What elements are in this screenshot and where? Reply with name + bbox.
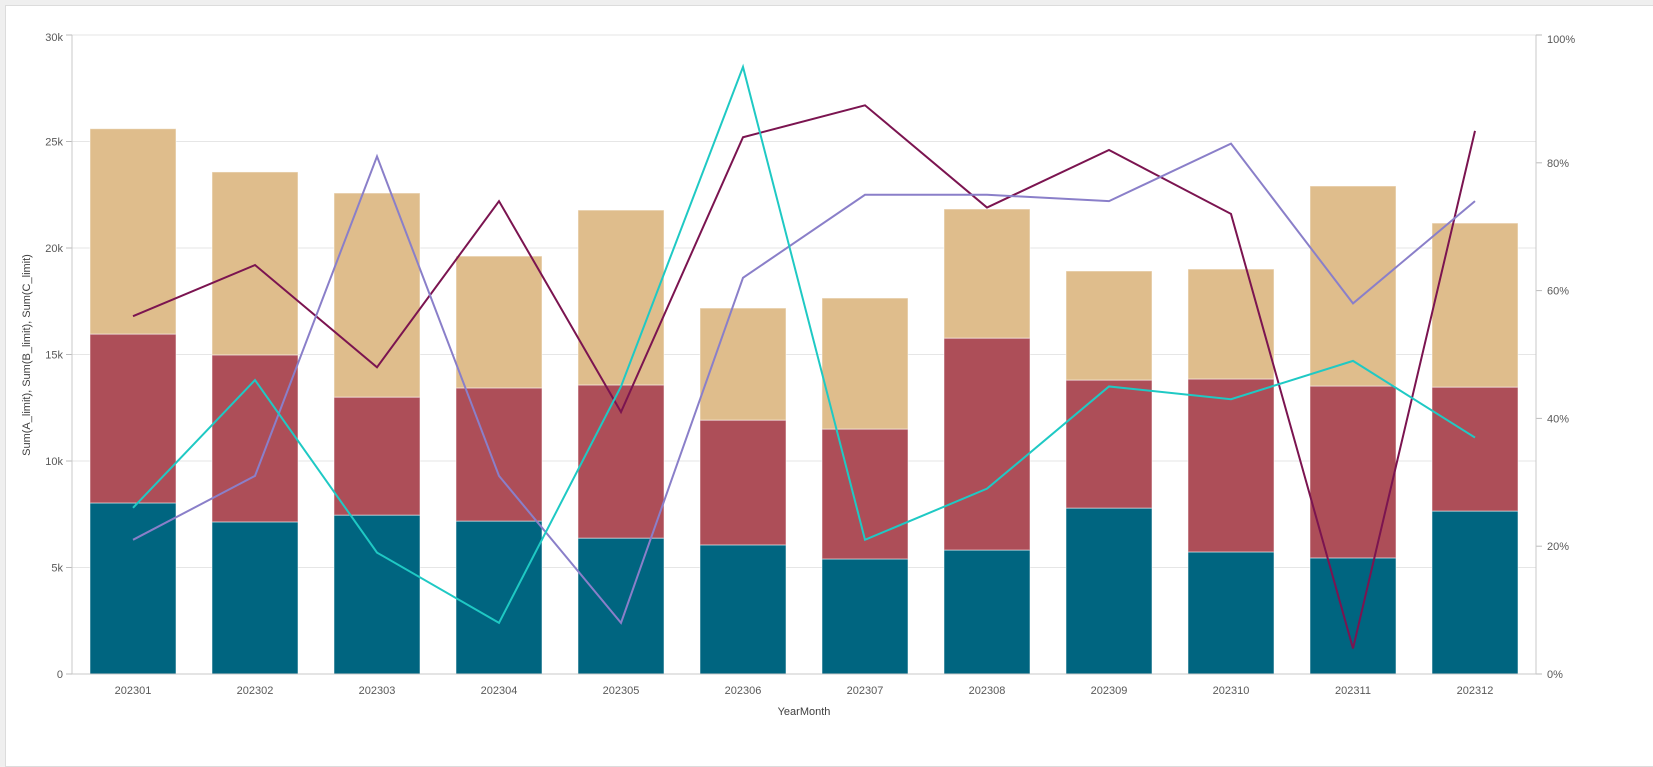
- bar-segment: [1431, 386, 1519, 512]
- y2-tick-label: 40%: [1547, 413, 1569, 425]
- x-axis-title: YearMonth: [778, 706, 831, 718]
- bar-segment: [699, 307, 787, 421]
- y-tick-label: 20k: [45, 243, 63, 255]
- bar-segment: [1065, 270, 1153, 381]
- bar-segment: [1065, 507, 1153, 675]
- bars: [89, 128, 1519, 675]
- y-tick-label: 15k: [45, 350, 63, 362]
- combo-chart: 0 5k 10k 15k 20k 25k 30k 0% 20% 40% 60% 80% 100% 2023…: [21, 32, 1575, 718]
- y2-tick-label: 60%: [1547, 286, 1569, 298]
- x-tick-label: 202306: [725, 685, 762, 697]
- bar-segment: [89, 502, 177, 675]
- bar-segment: [943, 208, 1031, 339]
- x-tick-label: 202307: [847, 685, 884, 697]
- bar-segment: [821, 297, 909, 430]
- y2-tick-label: 20%: [1547, 541, 1569, 553]
- x-tick-label: 202310: [1213, 685, 1250, 697]
- bar-segment: [1309, 385, 1397, 559]
- line-series: [132, 104, 1476, 649]
- x-tick-label: 202302: [237, 685, 274, 697]
- bar-segment: [455, 520, 543, 675]
- bar-segment: [943, 337, 1031, 551]
- y-tick-label: 30k: [45, 32, 63, 44]
- bar-segment: [455, 255, 543, 389]
- bar-segment: [455, 387, 543, 522]
- y-tick-label: 25k: [45, 137, 63, 149]
- x-tick-label: 202311: [1335, 685, 1371, 697]
- x-tick-label: 202309: [1091, 685, 1128, 697]
- bar-segment: [1431, 222, 1519, 388]
- bar-segment: [211, 171, 299, 356]
- bar-segment: [89, 333, 177, 504]
- y-tick-label: 5k: [51, 563, 63, 575]
- bar-segment: [333, 396, 421, 516]
- bar-segment: [577, 209, 665, 386]
- bar-segment: [821, 558, 909, 675]
- bar-segment: [1309, 185, 1397, 387]
- x-tick-label: 202301: [115, 685, 152, 697]
- bar-segment: [943, 549, 1031, 675]
- bar-segment: [1065, 379, 1153, 509]
- x-tick-label: 202304: [481, 685, 518, 697]
- bar-segment: [1187, 268, 1275, 380]
- bar-segment: [699, 544, 787, 675]
- y-axis-title: Sum(A_limit), Sum(B_limit), Sum(C_limit): [21, 254, 33, 456]
- y2-tick-label: 100%: [1547, 34, 1575, 46]
- axes: 0 5k 10k 15k 20k 25k 30k 0% 20% 40% 60% 80% 100% 2023…: [45, 32, 1575, 697]
- bar-segment: [1187, 551, 1275, 675]
- bar-segment: [699, 419, 787, 546]
- bar-segment: [1309, 557, 1397, 675]
- y-tick-label: 10k: [45, 456, 63, 468]
- y2-tick-label: 0%: [1547, 669, 1563, 681]
- bar-segment: [333, 192, 421, 398]
- bar-segment: [1187, 378, 1275, 553]
- x-tick-label: 202312: [1457, 685, 1494, 697]
- lines: [132, 63, 1476, 649]
- bar-segment: [89, 128, 177, 335]
- bar-segment: [333, 514, 421, 675]
- x-tick-label: 202305: [603, 685, 640, 697]
- y-tick-label: 0: [57, 669, 63, 681]
- x-tick-label: 202303: [359, 685, 396, 697]
- y2-tick-label: 80%: [1547, 158, 1569, 170]
- bar-segment: [577, 537, 665, 675]
- bar-segment: [577, 384, 665, 539]
- line-series: [132, 142, 1476, 625]
- bar-segment: [211, 521, 299, 675]
- line-series: [132, 63, 1476, 625]
- x-tick-label: 202308: [969, 685, 1006, 697]
- bar-segment: [211, 354, 299, 523]
- bar-segment: [1431, 510, 1519, 675]
